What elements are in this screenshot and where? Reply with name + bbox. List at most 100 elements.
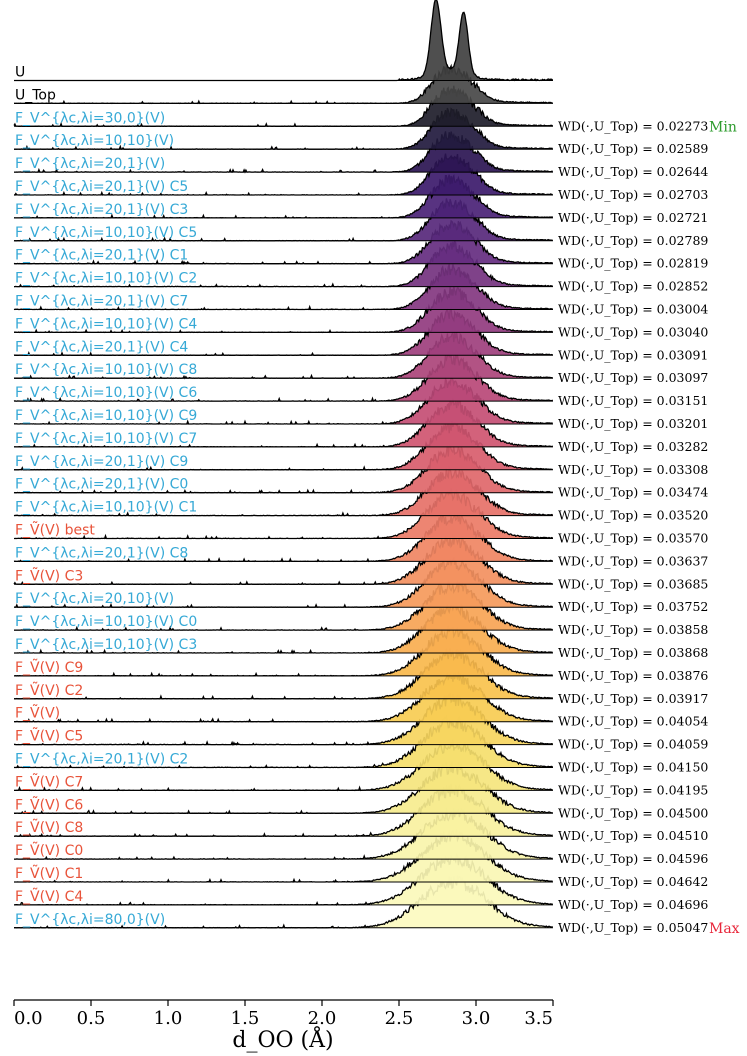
ridge-area-36 xyxy=(14,854,553,905)
row-label-6: F_V^{λc,λi=20,1}(V) C3 xyxy=(15,202,188,218)
row-label-34: F_Ṽ(V) C0 xyxy=(15,842,83,859)
row-label-33: F_Ṽ(V) C8 xyxy=(15,819,83,836)
x-axis-title: d_OO (Å) xyxy=(232,1025,333,1053)
row-label-26: F_Ṽ(V) C9 xyxy=(15,659,83,676)
row-label-2: F_V^{λc,λi=30,0}(V) xyxy=(15,110,165,126)
max-annotation: Max xyxy=(709,921,740,937)
wd-label-18: WD(·,U_Top) = 0.03474 xyxy=(558,485,708,500)
wd-label-8: WD(·,U_Top) = 0.02819 xyxy=(558,256,708,271)
x-tick-label-6: 3.0 xyxy=(462,1008,491,1029)
wd-label-14: WD(·,U_Top) = 0.03151 xyxy=(558,393,708,408)
ridge-area-15 xyxy=(14,377,553,424)
ridge-area-24 xyxy=(14,580,553,631)
row-label-22: F_Ṽ(V) C3 xyxy=(15,567,83,584)
wd-label-17: WD(·,U_Top) = 0.03308 xyxy=(558,462,708,477)
x-tick-label-5: 2.5 xyxy=(385,1008,414,1029)
wd-label-33: WD(·,U_Top) = 0.04510 xyxy=(558,828,708,843)
row-label-30: F_V^{λc,λi=20,1}(V) C2 xyxy=(15,752,188,768)
ridge-area-22 xyxy=(14,534,553,585)
wd-label-30: WD(·,U_Top) = 0.04150 xyxy=(558,760,708,775)
wd-label-25: WD(·,U_Top) = 0.03868 xyxy=(558,645,708,660)
ridge-area-1 xyxy=(14,65,553,104)
wd-label-36: WD(·,U_Top) = 0.04696 xyxy=(558,897,708,912)
x-tick-label-2: 1.0 xyxy=(154,1008,183,1029)
wd-label-34: WD(·,U_Top) = 0.04596 xyxy=(558,851,708,866)
row-label-37: F_V^{λc,λi=80,0}(V) xyxy=(15,912,165,928)
row-label-12: F_V^{λc,λi=20,1}(V) C4 xyxy=(15,339,188,355)
wd-label-7: WD(·,U_Top) = 0.02789 xyxy=(558,233,708,248)
ridge-area-23 xyxy=(14,558,553,608)
ridge-area-20 xyxy=(14,488,553,539)
x-tick-label-0: 0.0 xyxy=(14,1008,43,1029)
ridge-area-13 xyxy=(14,332,553,379)
wd-label-32: WD(·,U_Top) = 0.04500 xyxy=(558,805,708,820)
row-label-19: F_V^{λc,λi=10,10}(V) C1 xyxy=(15,500,197,516)
row-label-17: F_V^{λc,λi=20,1}(V) C9 xyxy=(15,454,188,470)
row-label-21: F_V^{λc,λi=20,1}(V) C8 xyxy=(15,545,188,561)
row-label-25: F_V^{λc,λi=10,10}(V) C3 xyxy=(15,637,197,653)
ridge-area-2 xyxy=(14,85,553,127)
wd-label-22: WD(·,U_Top) = 0.03685 xyxy=(558,576,708,591)
wd-label-27: WD(·,U_Top) = 0.03917 xyxy=(558,691,708,706)
wd-label-28: WD(·,U_Top) = 0.04054 xyxy=(558,714,708,729)
ridge-area-33 xyxy=(14,783,553,837)
row-label-13: F_V^{λc,λi=10,10}(V) C8 xyxy=(15,362,197,378)
row-label-3: F_V^{λc,λi=10,10}(V) xyxy=(15,133,174,149)
x-tick-label-7: 3.5 xyxy=(524,1008,553,1029)
row-label-11: F_V^{λc,λi=10,10}(V) C4 xyxy=(15,316,197,332)
ridge-area-26 xyxy=(14,625,553,676)
row-label-10: F_V^{λc,λi=20,1}(V) C7 xyxy=(15,294,188,310)
row-label-1: U_Top xyxy=(15,87,56,103)
wd-label-24: WD(·,U_Top) = 0.03858 xyxy=(558,622,708,637)
wd-label-19: WD(·,U_Top) = 0.03520 xyxy=(558,508,708,523)
row-label-9: F_V^{λc,λi=10,10}(V) C2 xyxy=(15,271,197,287)
wd-label-4: WD(·,U_Top) = 0.02644 xyxy=(558,164,708,179)
wd-label-12: WD(·,U_Top) = 0.03091 xyxy=(558,347,708,362)
ridge-area-17 xyxy=(14,420,553,470)
ridge-area-19 xyxy=(14,467,553,516)
row-label-35: F_Ṽ(V) C1 xyxy=(15,865,83,882)
wd-label-29: WD(·,U_Top) = 0.04059 xyxy=(558,737,708,752)
row-label-27: F_Ṽ(V) C2 xyxy=(15,682,83,699)
row-label-36: F_Ṽ(V) C4 xyxy=(15,888,83,905)
wd-label-31: WD(·,U_Top) = 0.04195 xyxy=(558,782,708,797)
wd-label-2: WD(·,U_Top) = 0.02273 xyxy=(558,118,708,133)
ridges-group xyxy=(13,0,554,929)
x-tick-label-4: 2.0 xyxy=(308,1008,337,1029)
row-label-18: F_V^{λc,λi=20,1}(V) C0 xyxy=(15,477,188,493)
row-label-32: F_Ṽ(V) C6 xyxy=(15,796,83,813)
ridge-area-30 xyxy=(14,716,553,768)
wd-label-26: WD(·,U_Top) = 0.03876 xyxy=(558,668,708,683)
wd-label-37: WD(·,U_Top) = 0.05047 xyxy=(558,920,708,935)
wd-labels-group: WD(·,U_Top) = 0.05047 WD(·,U_Top) = 0.046… xyxy=(558,118,740,937)
ridge-area-3 xyxy=(14,108,553,150)
row-label-28: F_Ṽ(V) xyxy=(15,705,60,722)
wd-label-6: WD(·,U_Top) = 0.02721 xyxy=(558,210,708,225)
row-label-8: F_V^{λc,λi=20,1}(V) C1 xyxy=(15,248,188,264)
ridge-area-34 xyxy=(14,807,553,860)
wd-label-9: WD(·,U_Top) = 0.02852 xyxy=(558,279,708,294)
row-label-16: F_V^{λc,λi=10,10}(V) C7 xyxy=(15,431,197,447)
min-annotation: Min xyxy=(709,119,737,135)
x-tick-label-1: 0.5 xyxy=(77,1008,106,1029)
row-label-4: F_V^{λc,λi=20,1}(V) xyxy=(15,156,165,172)
row-label-20: F_Ṽ(V) best xyxy=(15,522,95,539)
ridge-area-5 xyxy=(14,153,553,195)
x-axis: 0.0 0.5 1.0 1.5 2.0 2.5 3.0 3.5 xyxy=(13,999,554,1029)
ridge-area-6 xyxy=(14,174,553,218)
ridge-line-0 xyxy=(14,0,554,82)
wd-label-21: WD(·,U_Top) = 0.03637 xyxy=(558,553,708,568)
ridge-area-25 xyxy=(14,604,553,653)
ridge-area-29 xyxy=(14,692,553,745)
ridge-area-4 xyxy=(14,131,553,173)
wd-label-15: WD(·,U_Top) = 0.03201 xyxy=(558,416,708,431)
ridge-area-28 xyxy=(14,671,553,722)
row-label-23: F_V^{λc,λi=20,10}(V) xyxy=(15,591,174,607)
row-label-5: F_V^{λc,λi=20,1}(V) C5 xyxy=(15,179,188,195)
row-label-15: F_V^{λc,λi=10,10}(V) C9 xyxy=(15,408,197,424)
wd-label-16: WD(·,U_Top) = 0.03282 xyxy=(558,439,708,454)
wd-label-10: WD(·,U_Top) = 0.03004 xyxy=(558,302,708,317)
row-label-29: F_Ṽ(V) C5 xyxy=(15,728,83,745)
wd-label-11: WD(·,U_Top) = 0.03040 xyxy=(558,324,708,339)
